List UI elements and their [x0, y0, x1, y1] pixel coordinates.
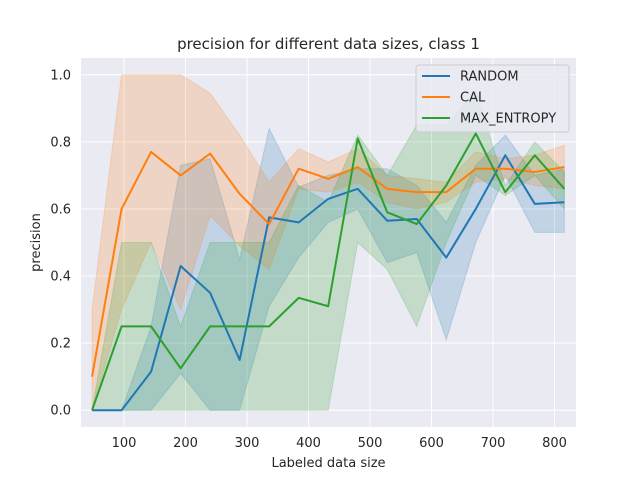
chart-title: precision for different data sizes, clas… — [177, 35, 480, 53]
y-tick-label: 0.8 — [50, 135, 71, 150]
series-lines — [91, 132, 566, 412]
band-random — [92, 126, 565, 411]
y-axis-label: precision — [29, 213, 44, 272]
x-tick-label: 100 — [112, 436, 137, 451]
legend-label-random: RANDOM — [460, 70, 519, 85]
legend-label-cal: CAL — [460, 91, 486, 106]
y-tick-label: 0.6 — [50, 202, 71, 217]
x-tick-label: 500 — [358, 436, 383, 451]
band-max-entropy — [91, 90, 565, 411]
y-tick-label: 0.4 — [50, 270, 71, 285]
legend-box — [415, 64, 570, 133]
legend-label-max-entropy: MAX_ENTROPY — [460, 112, 556, 127]
y-tick-label: 0.2 — [50, 337, 71, 352]
x-tick-label: 300 — [235, 436, 260, 451]
x-tick-label: 400 — [296, 436, 321, 451]
x-tick-label: 600 — [419, 436, 444, 451]
y-tick-label: 1.0 — [50, 68, 71, 83]
y-tick-label: 0.0 — [50, 404, 71, 419]
confidence-bands — [91, 74, 565, 411]
x-axis-label: Labeled data size — [271, 456, 385, 471]
legend: RANDOM CAL MAX_ENTROPY — [415, 64, 570, 133]
y-tick-labels: 0.0 0.2 0.4 0.6 0.8 1.0 — [50, 68, 71, 418]
x-tick-label: 200 — [173, 436, 198, 451]
x-tick-label: 700 — [481, 436, 506, 451]
x-tick-labels: 100 200 300 400 500 600 700 800 — [112, 436, 567, 451]
x-tick-label: 800 — [542, 436, 567, 451]
